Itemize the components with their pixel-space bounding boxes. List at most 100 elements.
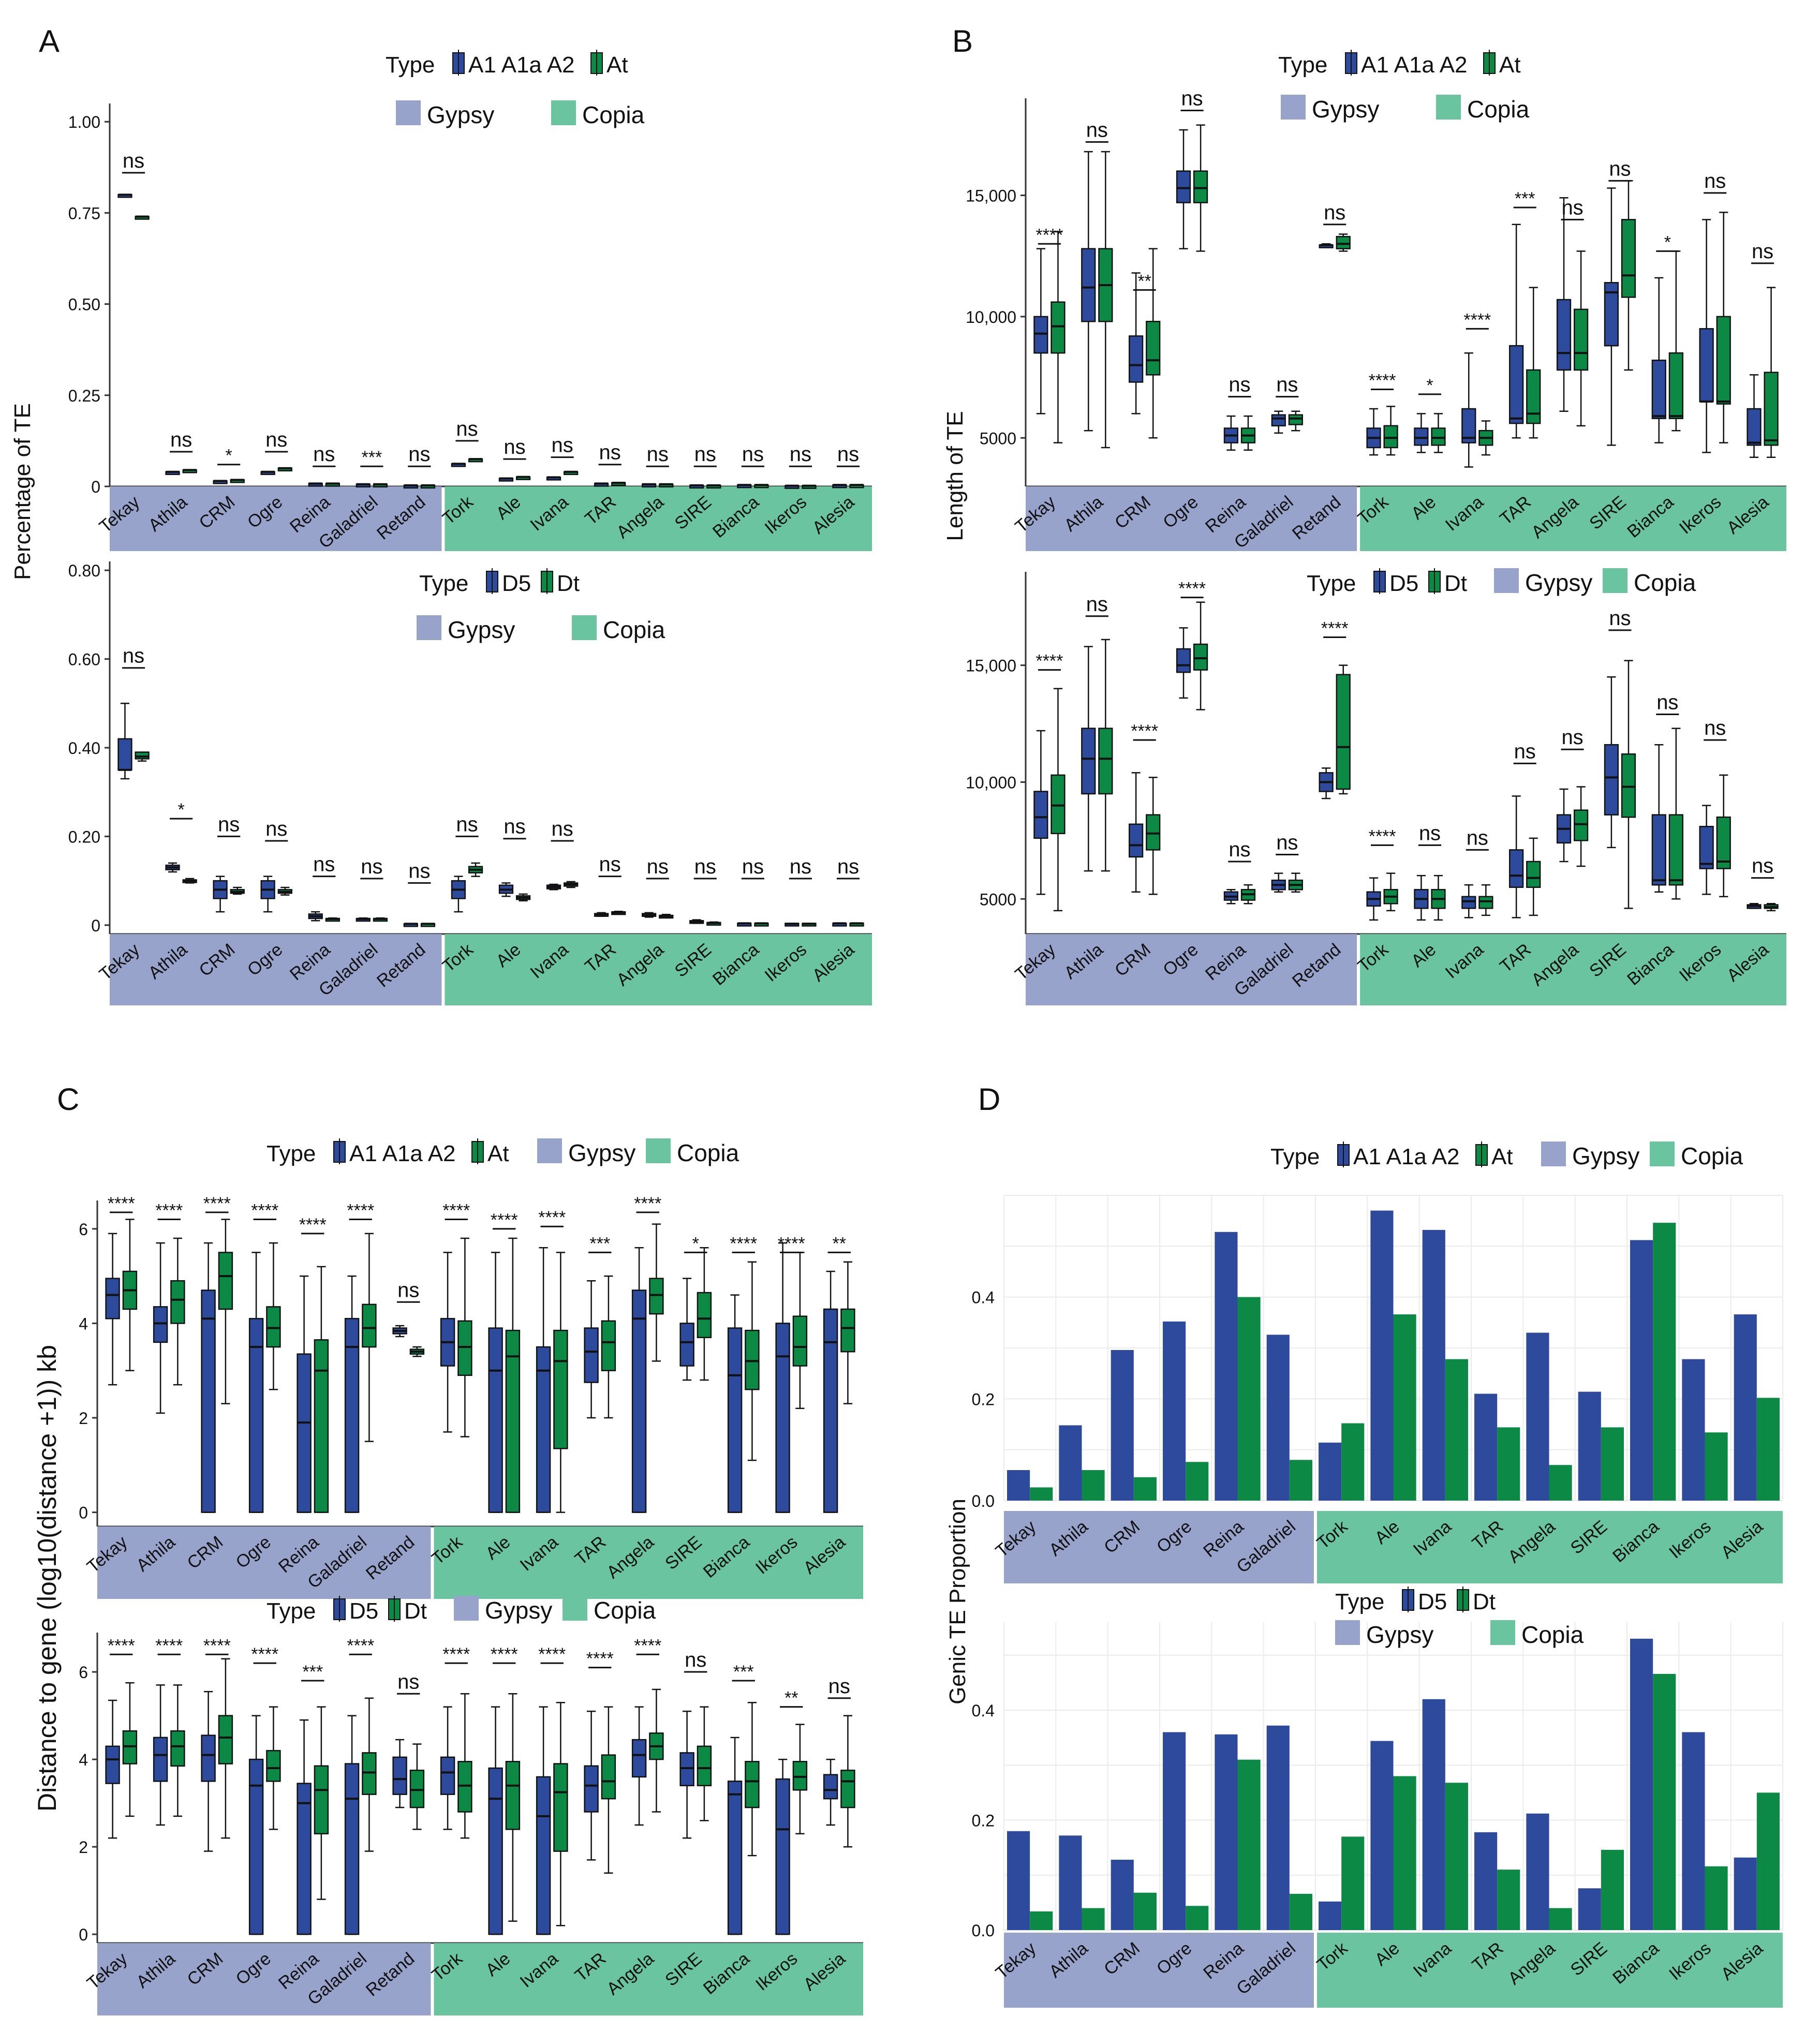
bar-tork-green bbox=[1341, 1836, 1365, 1930]
box-reina-blue bbox=[297, 1783, 312, 1935]
legend-series-label: Dt bbox=[1473, 1589, 1496, 1614]
significance-label: ns bbox=[790, 443, 811, 466]
box-athila-blue bbox=[1081, 728, 1096, 795]
significance-label: **** bbox=[778, 1234, 805, 1253]
box-bianca-blue bbox=[727, 1781, 743, 1935]
box-bianca-green bbox=[745, 1761, 760, 1808]
panel-label-c: C bbox=[57, 1082, 79, 1117]
significance-label: ns bbox=[742, 855, 764, 878]
bar-sire-green bbox=[1601, 1427, 1624, 1501]
y-tick-label: 0.20 bbox=[68, 827, 100, 846]
significance-label: **** bbox=[538, 1644, 566, 1664]
legend-gypsy-swatch bbox=[1494, 568, 1519, 593]
legend-copia-swatch bbox=[572, 615, 597, 640]
significance-label: ns bbox=[1467, 826, 1488, 849]
box-angela-green bbox=[1573, 308, 1589, 371]
box-ikeros-blue bbox=[775, 1778, 790, 1935]
significance-label: ns bbox=[123, 645, 144, 668]
significance-label: ns bbox=[1704, 717, 1726, 739]
box-athila-blue bbox=[153, 1306, 168, 1343]
box-crm-green bbox=[1146, 814, 1161, 851]
legend-type-label: Type bbox=[267, 1598, 316, 1624]
significance-label: **** bbox=[1321, 618, 1349, 638]
legend-gypsy-label: Gypsy bbox=[427, 101, 494, 128]
strip-gypsy bbox=[1026, 486, 1357, 551]
strip-copia bbox=[1360, 486, 1786, 551]
significance-label: **** bbox=[1035, 651, 1063, 671]
legend-series-label: D5 bbox=[349, 1598, 378, 1624]
bar-bianca-blue bbox=[1630, 1638, 1653, 1930]
strip-copia bbox=[445, 486, 872, 551]
bar-crm-blue bbox=[1111, 1350, 1134, 1501]
box-tork-green bbox=[457, 1761, 472, 1813]
box-athila-green bbox=[1098, 728, 1113, 795]
bar-sire-blue bbox=[1578, 1888, 1601, 1930]
significance-label: * bbox=[692, 1234, 699, 1253]
legend-copia-label: Copia bbox=[594, 1597, 656, 1624]
significance-label: ns bbox=[504, 816, 525, 838]
legend-copia-swatch bbox=[551, 100, 576, 125]
significance-label: ns bbox=[837, 443, 859, 466]
box-ikeros-blue bbox=[775, 1323, 790, 1513]
box-tar-green bbox=[601, 1320, 616, 1371]
bar-bianca-green bbox=[1653, 1673, 1676, 1930]
box-alesia-blue bbox=[823, 1308, 838, 1513]
legend-gypsy-swatch bbox=[1541, 1141, 1566, 1166]
legend-type-label: Type bbox=[1278, 52, 1327, 78]
legend-copia-swatch bbox=[1603, 568, 1627, 593]
significance-label: **** bbox=[1131, 721, 1158, 741]
legend-6: Type A1 A1a A2 At Gypsy Copia bbox=[1270, 1141, 1743, 1169]
y-tick-label: 0.80 bbox=[68, 561, 100, 580]
legend-gypsy-label: Gypsy bbox=[1572, 1143, 1639, 1169]
legend-gypsy-label: Gypsy bbox=[568, 1139, 635, 1166]
significance-label: ns bbox=[551, 434, 573, 457]
bar-reina-blue bbox=[1215, 1734, 1238, 1930]
box-tekay-green bbox=[1050, 301, 1066, 354]
box-ale-green bbox=[505, 1329, 521, 1513]
legend-copia-label: Copia bbox=[1521, 1621, 1584, 1648]
box-tekay-blue bbox=[117, 738, 132, 771]
significance-label: ns bbox=[599, 441, 621, 464]
significance-label: ns bbox=[456, 813, 478, 836]
significance-label: ns bbox=[647, 855, 669, 878]
legend-series-label: A1 A1a A2 bbox=[349, 1141, 456, 1166]
box-retand-blue bbox=[392, 1756, 407, 1795]
bar-galadriel-green bbox=[1289, 1893, 1312, 1930]
significance-label: ns bbox=[1752, 240, 1773, 263]
bar-galadriel-blue bbox=[1266, 1725, 1290, 1930]
significance-label: **** bbox=[634, 1636, 661, 1655]
box-galadriel-blue bbox=[344, 1318, 360, 1513]
significance-label: *** bbox=[361, 448, 382, 467]
legend-series-label: At bbox=[606, 52, 628, 78]
box-tekay-green bbox=[135, 751, 150, 760]
legend-gypsy-swatch bbox=[396, 100, 421, 125]
panel-label-a: A bbox=[39, 24, 60, 58]
box-ikeros-blue bbox=[1699, 328, 1714, 403]
significance-label: ns bbox=[123, 150, 144, 172]
y-tick-label: 0.25 bbox=[68, 387, 100, 405]
box-tar-blue bbox=[1509, 345, 1524, 424]
box-ogre-green bbox=[266, 1750, 281, 1782]
legend-copia-label: Copia bbox=[1467, 96, 1530, 123]
y-tick-label: 4 bbox=[79, 1314, 88, 1333]
bar-ikeros-blue bbox=[1682, 1732, 1705, 1930]
bar-reina-green bbox=[1237, 1759, 1261, 1930]
box-alesia-blue bbox=[1747, 408, 1762, 446]
bar-tork-green bbox=[1341, 1423, 1365, 1501]
significance-label: * bbox=[226, 446, 232, 466]
legend-series-label: At bbox=[1499, 52, 1521, 78]
y-tick-label: 6 bbox=[79, 1220, 88, 1239]
bar-ale-green bbox=[1393, 1776, 1416, 1930]
significance-label: ns bbox=[599, 853, 621, 876]
significance-label: ns bbox=[1752, 855, 1773, 878]
box-tekay-blue bbox=[105, 1278, 120, 1320]
box-reina-green bbox=[314, 1339, 329, 1513]
strip-gypsy bbox=[1026, 934, 1357, 1005]
legend-series-label: A1 A1a A2 bbox=[468, 52, 575, 78]
legend-copia-swatch bbox=[563, 1596, 587, 1621]
significance-label: ns bbox=[828, 1675, 850, 1698]
legend-series-label: Dt bbox=[557, 571, 580, 596]
